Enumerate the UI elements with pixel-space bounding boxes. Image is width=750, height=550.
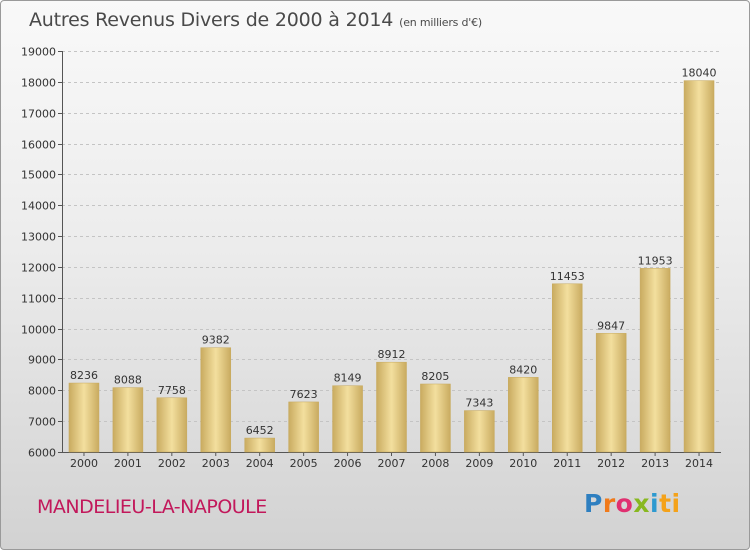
x-tick-label-2011: 2011 xyxy=(553,457,581,470)
y-tick-label: 16000 xyxy=(21,139,56,152)
x-tick-label-2000: 2000 xyxy=(70,457,98,470)
bar-2012 xyxy=(595,333,627,453)
data-label-2011: 11453 xyxy=(550,270,585,283)
bar-2009 xyxy=(464,410,495,453)
bar-2001 xyxy=(112,387,144,453)
data-label-2010: 8420 xyxy=(509,363,537,376)
x-tick-label-2009: 2009 xyxy=(465,457,493,470)
bar-2010 xyxy=(508,377,539,453)
data-label-2012: 9847 xyxy=(597,319,625,332)
data-labels: 8236 8088 7758 9382 6452 7623 8149 8912 8205 7343… xyxy=(70,67,717,437)
data-label-2013: 11953 xyxy=(638,254,673,267)
y-tick-label: 10000 xyxy=(21,324,56,337)
x-tick-label-2003: 2003 xyxy=(202,457,230,470)
data-label-2004: 6452 xyxy=(246,424,274,437)
x-tick-label-2002: 2002 xyxy=(158,457,186,470)
bar-2004 xyxy=(244,437,275,453)
data-label-2006: 8149 xyxy=(334,372,362,385)
y-tick-label: 15000 xyxy=(21,169,56,182)
data-label-2002: 7758 xyxy=(158,384,186,397)
y-tick-label: 9000 xyxy=(28,354,56,367)
bar-2002 xyxy=(156,397,188,453)
commune-name: MANDELIEU-LA-NAPOULE xyxy=(37,496,267,518)
x-tick-label-2001: 2001 xyxy=(114,457,142,470)
y-tick-label: 12000 xyxy=(21,262,56,275)
x-tick-label-2014: 2014 xyxy=(685,457,713,470)
bar-2014 xyxy=(683,80,715,453)
data-label-2009: 7343 xyxy=(465,397,493,410)
data-label-2000: 8236 xyxy=(70,369,98,382)
chart-title: Autres Revenus Divers de 2000 à 2014 (en … xyxy=(29,9,482,31)
y-tick-label: 19000 xyxy=(21,46,56,59)
data-label-2005: 7623 xyxy=(290,388,318,401)
y-tick-label: 14000 xyxy=(21,200,56,213)
y-tick-label: 7000 xyxy=(28,416,56,429)
y-tick-label: 17000 xyxy=(21,108,56,121)
axes: 6000 7000 8000 9000 10000 11000 12000 13000 1400… xyxy=(21,46,721,470)
proxiti-logo: Proxiti xyxy=(584,489,681,518)
bar-2006 xyxy=(332,385,363,453)
x-tick-label-2013: 2013 xyxy=(641,457,669,470)
data-label-2003: 9382 xyxy=(202,334,230,347)
y-tick-label: 8000 xyxy=(28,385,56,398)
x-tick-label-2010: 2010 xyxy=(509,457,537,470)
bar-2011 xyxy=(551,283,583,453)
bar-2008 xyxy=(420,383,451,453)
x-tick-label-2007: 2007 xyxy=(378,457,406,470)
data-label-2008: 8205 xyxy=(421,370,449,383)
bar-2005 xyxy=(288,401,319,453)
bar-2007 xyxy=(376,361,407,453)
x-tick-label-2005: 2005 xyxy=(290,457,318,470)
data-label-2001: 8088 xyxy=(114,374,142,387)
chart-title-text: Autres Revenus Divers de 2000 à 2014 xyxy=(29,9,394,31)
y-tick-label: 11000 xyxy=(21,293,56,306)
bar-2000 xyxy=(68,382,100,453)
chart-subtitle: (en milliers d'€) xyxy=(399,16,483,29)
data-label-2014: 18040 xyxy=(682,67,717,80)
bar-2013 xyxy=(639,268,671,453)
y-tick-label: 6000 xyxy=(28,447,56,460)
bars xyxy=(68,80,715,453)
x-tick-label-2012: 2012 xyxy=(597,457,625,470)
data-label-2007: 8912 xyxy=(378,348,406,361)
x-tick-label-2008: 2008 xyxy=(421,457,449,470)
y-tick-label: 18000 xyxy=(21,77,56,90)
bar-2003 xyxy=(200,347,232,453)
x-tick-label-2004: 2004 xyxy=(246,457,274,470)
x-tick-label-2006: 2006 xyxy=(334,457,362,470)
y-tick-label: 13000 xyxy=(21,231,56,244)
